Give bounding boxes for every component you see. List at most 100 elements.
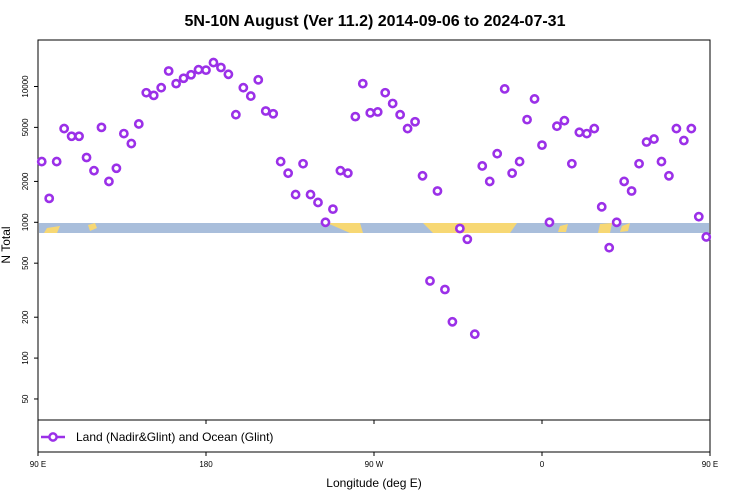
x-tick-label: 180 bbox=[199, 460, 213, 469]
data-point bbox=[126, 138, 137, 149]
y-tick-label: 200 bbox=[21, 310, 30, 324]
y-axis-label: N Total bbox=[0, 226, 13, 263]
data-point bbox=[462, 234, 473, 245]
data-point bbox=[133, 119, 144, 129]
legend: Land (Nadir&Glint) and Ocean (Glint) bbox=[41, 430, 273, 444]
data-point bbox=[514, 156, 525, 167]
data-point bbox=[664, 170, 674, 181]
data-point bbox=[96, 122, 107, 133]
data-point bbox=[454, 223, 465, 234]
data-point bbox=[641, 137, 652, 147]
data-point bbox=[313, 197, 323, 208]
data-point bbox=[678, 135, 689, 146]
data-point bbox=[305, 189, 316, 200]
land-patch bbox=[423, 223, 517, 233]
data-point bbox=[469, 329, 480, 340]
data-point bbox=[626, 186, 637, 196]
data-point bbox=[507, 168, 518, 179]
data-point bbox=[141, 87, 152, 98]
data-point bbox=[634, 158, 644, 169]
x-tick-label: 90 E bbox=[30, 460, 46, 469]
data-point bbox=[36, 156, 47, 167]
data-point bbox=[440, 284, 450, 295]
data-point bbox=[365, 107, 376, 118]
data-point bbox=[74, 131, 84, 142]
data-point bbox=[566, 158, 577, 169]
data-point bbox=[193, 64, 204, 75]
y-tick-label: 1000 bbox=[21, 213, 30, 231]
data-point bbox=[425, 276, 435, 286]
data-point bbox=[529, 94, 540, 104]
data-point bbox=[484, 176, 495, 187]
data-point bbox=[208, 57, 219, 68]
data-point bbox=[499, 84, 510, 94]
data-point bbox=[596, 201, 607, 212]
data-point bbox=[395, 109, 406, 120]
data-point bbox=[447, 316, 458, 327]
data-point bbox=[81, 152, 92, 163]
data-point bbox=[686, 123, 697, 134]
data-point bbox=[342, 168, 353, 179]
data-point bbox=[559, 115, 570, 126]
chart-title: 5N-10N August (Ver 11.2) 2014-09-06 to 2… bbox=[185, 13, 566, 30]
data-point bbox=[671, 123, 682, 134]
data-point bbox=[492, 148, 503, 159]
data-point bbox=[328, 204, 338, 215]
data-point bbox=[387, 98, 398, 109]
data-point bbox=[178, 73, 189, 84]
data-point bbox=[477, 161, 488, 171]
data-point bbox=[350, 111, 361, 122]
data-point bbox=[335, 165, 346, 176]
data-point bbox=[537, 140, 547, 151]
land-patch bbox=[44, 226, 60, 233]
data-point bbox=[283, 168, 294, 179]
x-axis-label: Longitude (deg E) bbox=[326, 476, 421, 490]
data-point bbox=[268, 108, 279, 119]
data-point bbox=[118, 128, 129, 139]
y-axis: 50 100 200 500 1000 2000 5000 10000 bbox=[21, 75, 38, 403]
data-point bbox=[693, 211, 704, 222]
data-point bbox=[104, 176, 114, 187]
x-tick-label: 90 E bbox=[702, 460, 718, 469]
y-tick-label: 2000 bbox=[21, 172, 30, 190]
y-tick-label: 50 bbox=[21, 394, 30, 403]
data-point bbox=[372, 107, 383, 117]
y-tick-label: 10000 bbox=[21, 75, 30, 98]
data-points bbox=[36, 57, 712, 340]
data-point bbox=[275, 156, 286, 167]
data-point bbox=[574, 127, 585, 138]
y-tick-label: 100 bbox=[21, 351, 30, 365]
legend-label: Land (Nadir&Glint) and Ocean (Glint) bbox=[76, 430, 273, 444]
data-point bbox=[238, 82, 249, 93]
data-point bbox=[223, 69, 234, 80]
data-point bbox=[253, 74, 264, 85]
data-point bbox=[619, 176, 630, 187]
data-point bbox=[186, 69, 196, 80]
y-tick-label: 5000 bbox=[21, 118, 30, 136]
data-point bbox=[66, 131, 77, 142]
data-point bbox=[44, 193, 55, 204]
map-band bbox=[39, 223, 709, 233]
data-point bbox=[432, 186, 443, 196]
data-point bbox=[290, 189, 301, 200]
data-point bbox=[171, 78, 182, 89]
data-point bbox=[163, 66, 174, 76]
data-point bbox=[589, 123, 600, 134]
data-point bbox=[649, 134, 659, 144]
data-point bbox=[320, 217, 331, 228]
data-point bbox=[544, 217, 555, 228]
data-point bbox=[552, 121, 562, 132]
data-point bbox=[230, 109, 241, 120]
data-point bbox=[51, 156, 62, 167]
data-point bbox=[701, 232, 712, 242]
data-point bbox=[245, 91, 256, 101]
land-patch bbox=[88, 223, 97, 231]
data-point bbox=[611, 217, 622, 228]
data-point bbox=[216, 62, 226, 73]
legend-marker bbox=[48, 432, 58, 442]
data-point bbox=[402, 123, 413, 134]
data-point bbox=[417, 170, 428, 181]
land-patch bbox=[558, 224, 568, 232]
x-tick-label: 0 bbox=[540, 460, 545, 469]
data-point bbox=[357, 78, 368, 89]
